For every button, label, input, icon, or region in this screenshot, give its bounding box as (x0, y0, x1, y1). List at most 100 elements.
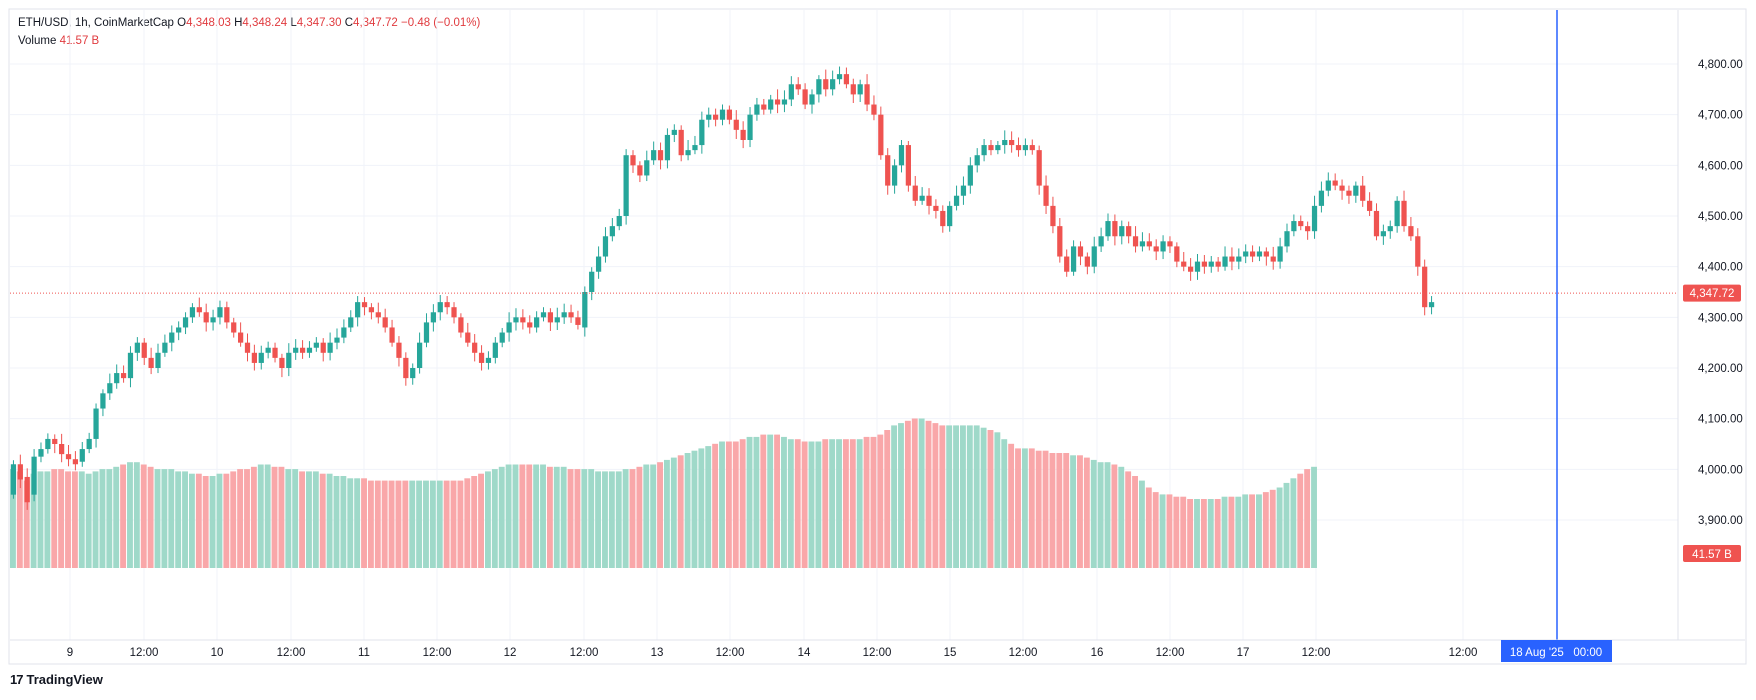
candle-body (348, 317, 354, 328)
volume-bar (842, 439, 849, 568)
candle-body (1229, 256, 1235, 262)
candle-body (1029, 145, 1035, 151)
candle-body (1318, 190, 1325, 206)
tradingview-logo[interactable]: 17 TradingView (10, 672, 103, 687)
volume-bar (478, 473, 484, 568)
volume-bar (1042, 450, 1049, 568)
volume-bar (836, 439, 842, 568)
volume-bar (574, 469, 581, 568)
candle-body (1387, 226, 1393, 232)
price-tick-label: 4,100.00 (1698, 414, 1743, 426)
candle-body (1428, 302, 1435, 308)
time-tick-label: 12:00 (1156, 647, 1185, 659)
candle-body (478, 352, 485, 363)
candle-body (878, 114, 884, 156)
volume-bar (1180, 496, 1187, 568)
candle-body (279, 357, 285, 368)
time-tick-label: 11 (358, 647, 370, 659)
candle-body (313, 342, 319, 348)
candle-body (1160, 241, 1166, 252)
volume-label[interactable]: Volume (18, 35, 57, 47)
candle-body (1050, 205, 1056, 227)
time-axis[interactable]: 9 12:00 10 12:00 11 12:00 12 12:00 13 12:00 14 12:0… (67, 647, 1478, 659)
volume-bar (30, 473, 37, 568)
candle-body (836, 74, 843, 80)
volume-bar (161, 469, 168, 568)
candle-body (616, 216, 622, 227)
open-label: O (177, 17, 187, 29)
candle-body (423, 322, 430, 343)
candle-body (761, 104, 767, 110)
volume-bar (312, 471, 319, 568)
price-tick-label: 4,600.00 (1698, 160, 1743, 172)
candle-body (72, 459, 79, 465)
candle-body (251, 352, 257, 363)
volume-bar (182, 471, 188, 568)
volume-bar (113, 466, 120, 568)
symbol-title[interactable]: ETH/USD, 1h, CoinMarketCap (18, 17, 174, 29)
candle-body (1298, 221, 1304, 227)
volume-bar (1173, 496, 1180, 568)
volume-bar (719, 441, 725, 568)
volume-bar (464, 478, 471, 568)
candle-body (93, 408, 99, 439)
price-axis[interactable]: 4,800.00 4,700.00 4,600.00 4,500.00 4,400.00… (1698, 59, 1743, 527)
candle-body (1009, 140, 1015, 146)
candle-body (788, 84, 794, 100)
volume-bar (1063, 453, 1070, 568)
volume-bar (1104, 462, 1111, 568)
plot-frame (8, 8, 1747, 665)
candle-body (45, 438, 51, 450)
volume-bar (1194, 499, 1200, 568)
candle-body (1139, 241, 1146, 247)
volume-bar (911, 418, 918, 568)
candles (10, 66, 1435, 510)
volume-bar (423, 480, 429, 568)
volume-bar (1166, 494, 1173, 568)
volume-bar (429, 480, 436, 568)
candle-body (416, 342, 423, 368)
volume-bar (891, 425, 898, 568)
volume-bar (23, 480, 30, 568)
candle-body (554, 317, 560, 323)
candle-body (1002, 140, 1008, 146)
candle-body (513, 317, 519, 323)
volume-bar (691, 450, 698, 568)
candle-body (368, 307, 375, 313)
candle-body (244, 342, 251, 353)
candle-body (1222, 256, 1228, 267)
candle-body (995, 145, 1001, 151)
candle-body (1201, 261, 1207, 267)
candle-body (403, 357, 409, 379)
volume-bar (615, 471, 622, 568)
candle-body (444, 302, 450, 308)
volume-bar (361, 478, 367, 568)
candle-body (1208, 261, 1214, 267)
candle-body (1415, 236, 1421, 267)
volume-bar (781, 436, 787, 568)
volume-bar (244, 469, 250, 568)
price-tick-label: 4,200.00 (1698, 363, 1743, 375)
volume-bar (1297, 473, 1304, 568)
volume-bar (663, 459, 670, 568)
candle-body (107, 383, 113, 394)
volume-bar (1304, 469, 1311, 568)
time-tick-label: 12:00 (1302, 647, 1331, 659)
volume-bar (1097, 462, 1104, 568)
candle-body (1325, 180, 1331, 191)
volume-bar (1125, 471, 1132, 568)
candle-body (768, 99, 774, 110)
candle-body (637, 165, 643, 176)
volume-bar (856, 439, 863, 568)
volume-bar (1290, 478, 1297, 568)
volume-bar (946, 425, 953, 568)
candle-body (561, 312, 567, 318)
volume-bar (553, 466, 560, 568)
candle-body (265, 347, 271, 353)
volume-bar (595, 471, 602, 568)
candle-body (182, 317, 189, 328)
candle-body (1215, 261, 1221, 267)
volume-bar (1021, 448, 1028, 568)
